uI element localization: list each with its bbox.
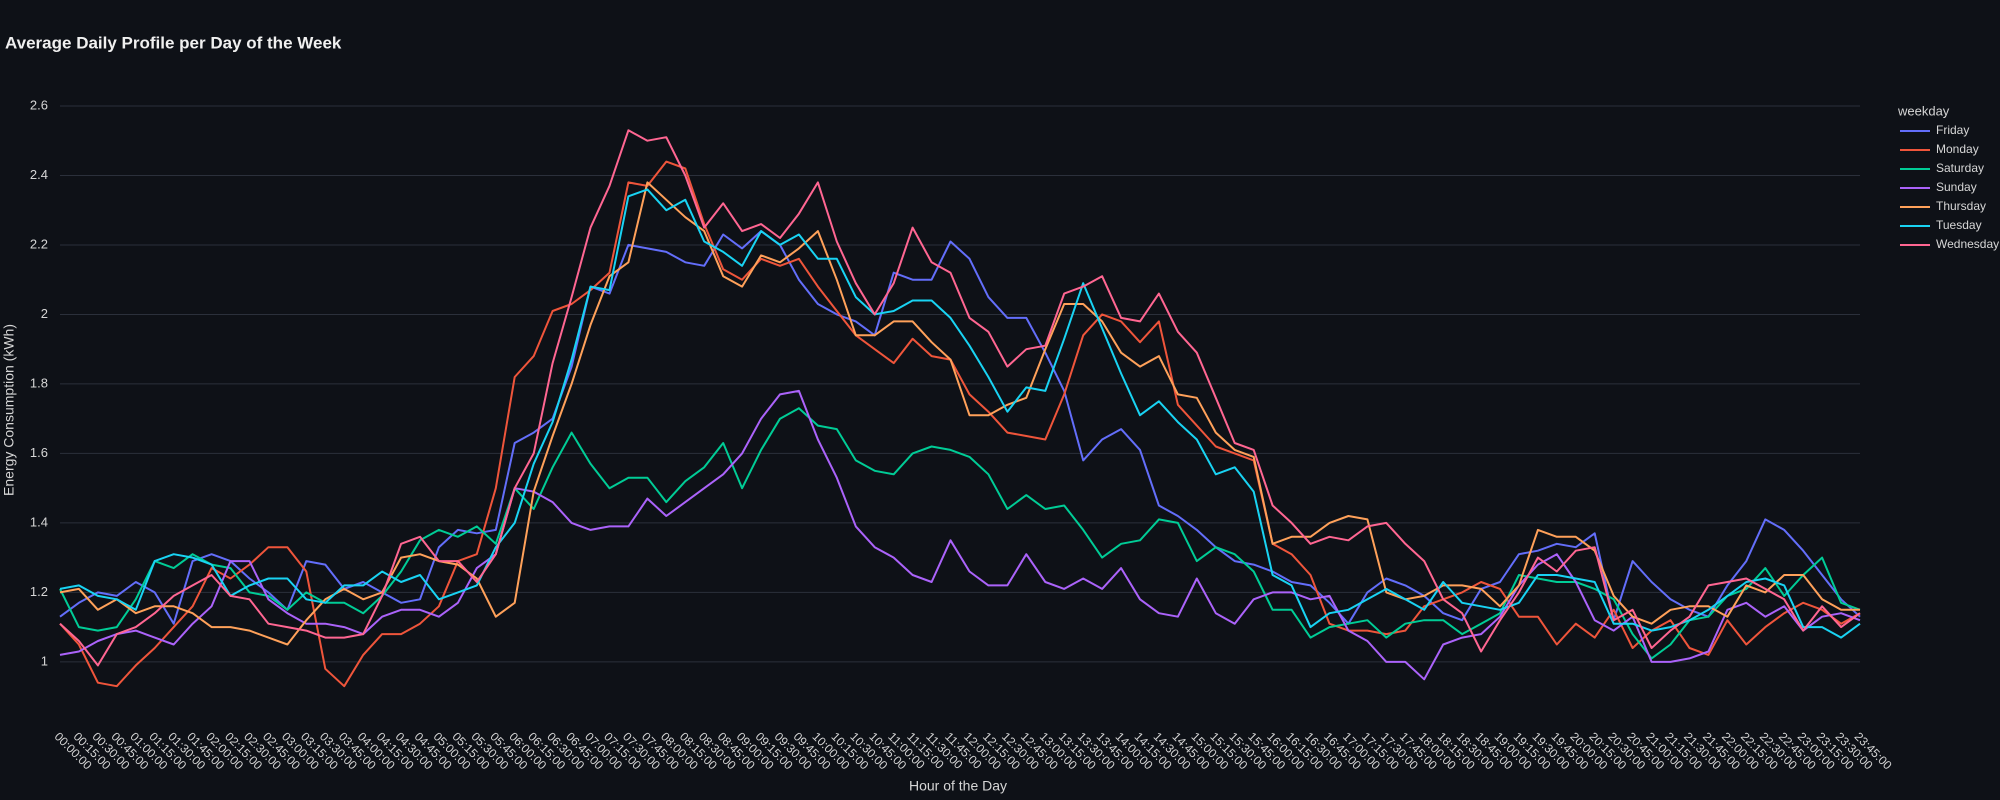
y-tick-label: 2.6: [30, 97, 48, 112]
y-tick-label: 2: [41, 306, 48, 321]
x-axis-title: Hour of the Day: [909, 778, 1007, 794]
legend-label: Sunday: [1936, 180, 1977, 194]
y-tick-label: 2.2: [30, 236, 48, 251]
legend-title: weekday: [1897, 103, 1950, 118]
y-axis-title: Energy Consumption (kWh): [1, 324, 17, 496]
legend-label: Saturday: [1936, 161, 1984, 175]
legend-label: Thursday: [1936, 199, 1986, 213]
series-line: [59, 188, 1861, 639]
y-tick-label: 1.2: [30, 584, 48, 599]
series-line: [59, 407, 1861, 660]
series-line: [59, 181, 1860, 646]
y-tick-label: 1.8: [30, 375, 48, 390]
legend-label: Tuesday: [1936, 218, 1982, 232]
y-tick-label: 2.4: [30, 167, 48, 182]
y-tick-label: 1.6: [30, 445, 48, 460]
legend-label: Wednesday: [1936, 237, 1999, 251]
legend-label: Friday: [1936, 123, 1969, 137]
series-line: [59, 230, 1861, 625]
y-tick-label: 1: [41, 653, 48, 668]
chart-title: Average Daily Profile per Day of the Wee…: [5, 33, 342, 52]
y-tick-label: 1.4: [30, 514, 48, 529]
series-line: [59, 129, 1861, 667]
legend-label: Monday: [1936, 142, 1979, 156]
series-line: [59, 160, 1861, 688]
series-line: [59, 389, 1861, 681]
